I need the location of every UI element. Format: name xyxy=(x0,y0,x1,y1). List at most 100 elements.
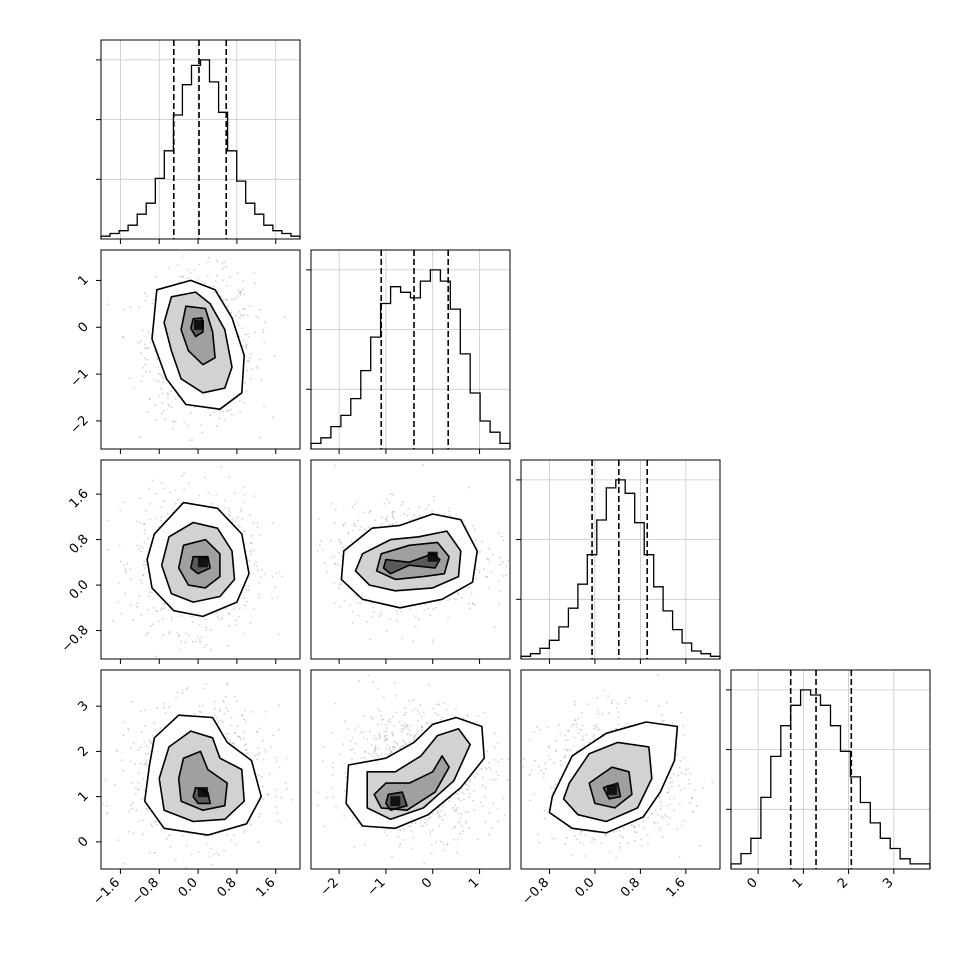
scatter-point xyxy=(678,802,681,805)
scatter-point xyxy=(392,734,394,737)
scatter-point xyxy=(389,618,392,620)
scatter-point xyxy=(153,852,156,854)
scatter-point xyxy=(523,758,525,761)
scatter-point xyxy=(255,315,258,318)
scatter-point xyxy=(209,648,212,651)
scatter-point xyxy=(335,805,337,808)
scatter-point xyxy=(241,517,243,520)
scatter-point xyxy=(285,874,287,876)
panel-background xyxy=(101,40,300,239)
scatter-point xyxy=(237,616,240,618)
scatter-point xyxy=(153,350,156,353)
scatter-point xyxy=(391,732,394,735)
scatter-point xyxy=(357,614,360,617)
scatter-point xyxy=(104,779,107,782)
scatter-point xyxy=(205,644,208,646)
scatter-point xyxy=(148,502,151,505)
scatter-point xyxy=(197,277,199,280)
scatter-point xyxy=(144,725,147,727)
scatter-point xyxy=(364,751,367,753)
scatter-point xyxy=(412,738,415,741)
scatter-point xyxy=(377,748,380,750)
scatter-point xyxy=(372,606,375,609)
scatter-point xyxy=(257,746,260,749)
scatter-point xyxy=(145,760,148,763)
scatter-point xyxy=(344,720,346,723)
scatter-point xyxy=(285,757,288,760)
scatter-point xyxy=(597,712,600,715)
scatter-point xyxy=(140,731,143,733)
scatter-point xyxy=(466,788,468,790)
scatter-point xyxy=(145,745,148,747)
scatter-point xyxy=(197,850,200,853)
scatter-point xyxy=(230,839,233,841)
scatter-point xyxy=(511,581,513,583)
panel-frame xyxy=(310,249,511,450)
scatter-point xyxy=(615,830,617,833)
scatter-point xyxy=(176,264,179,266)
scatter-point xyxy=(393,682,396,684)
scatter-point xyxy=(249,551,252,553)
scatter-point xyxy=(181,276,184,279)
scatter-point xyxy=(145,807,148,810)
scatter-point xyxy=(239,291,242,293)
scatter-point xyxy=(226,684,229,686)
scatter-point xyxy=(384,734,387,737)
scatter-point xyxy=(149,518,152,521)
scatter-point xyxy=(377,755,380,758)
scatter-point xyxy=(388,753,390,756)
scatter-point xyxy=(438,814,441,817)
scatter-point xyxy=(386,737,389,740)
scatter-point xyxy=(239,736,242,739)
scatter-point xyxy=(163,487,165,490)
scatter-point xyxy=(377,687,379,690)
scatter-point xyxy=(436,812,439,814)
scatter-point xyxy=(254,282,256,285)
scatter-point xyxy=(339,605,342,608)
scatter-point xyxy=(169,834,171,836)
scatter-point xyxy=(425,823,428,826)
scatter-point xyxy=(143,741,146,744)
scatter-point xyxy=(447,599,449,602)
scatter-point xyxy=(243,744,246,746)
scatter-point xyxy=(659,807,662,810)
scatter-point xyxy=(363,756,366,759)
scatter-point xyxy=(140,550,142,553)
scatter-point xyxy=(354,728,356,731)
scatter-point xyxy=(573,719,576,722)
scatter-point xyxy=(441,716,444,719)
scatter-point xyxy=(225,285,228,287)
scatter-point xyxy=(220,465,223,468)
scatter-point xyxy=(468,486,470,489)
scatter-point xyxy=(253,755,256,757)
scatter-point xyxy=(661,714,663,716)
scatter-point xyxy=(225,695,228,698)
scatter-point xyxy=(374,746,377,749)
scatter-point xyxy=(390,749,393,752)
scatter-point xyxy=(228,738,231,741)
contour-line xyxy=(151,279,245,410)
scatter-point xyxy=(414,625,417,628)
scatter-point xyxy=(378,615,380,618)
scatter-point xyxy=(407,727,409,729)
scatter-point xyxy=(129,305,132,308)
scatter-point xyxy=(456,591,459,594)
scatter-point xyxy=(237,289,240,292)
histogram-panel-3 xyxy=(726,669,931,870)
scatter-point xyxy=(145,763,148,766)
scatter-point xyxy=(229,515,232,518)
scatter-point xyxy=(188,634,190,637)
scatter-point xyxy=(352,621,354,624)
scatter-point xyxy=(270,746,272,748)
scatter-point xyxy=(430,843,433,846)
scatter-point xyxy=(498,556,501,559)
scatter-point xyxy=(385,517,388,520)
scatter-point xyxy=(167,397,169,399)
scatter-point xyxy=(233,608,236,610)
scatter-point xyxy=(369,638,371,641)
scatter-point xyxy=(223,849,226,852)
scatter-point xyxy=(216,274,218,277)
density-fill xyxy=(383,553,440,574)
scatter-point xyxy=(244,709,246,712)
scatter-point xyxy=(506,779,509,781)
